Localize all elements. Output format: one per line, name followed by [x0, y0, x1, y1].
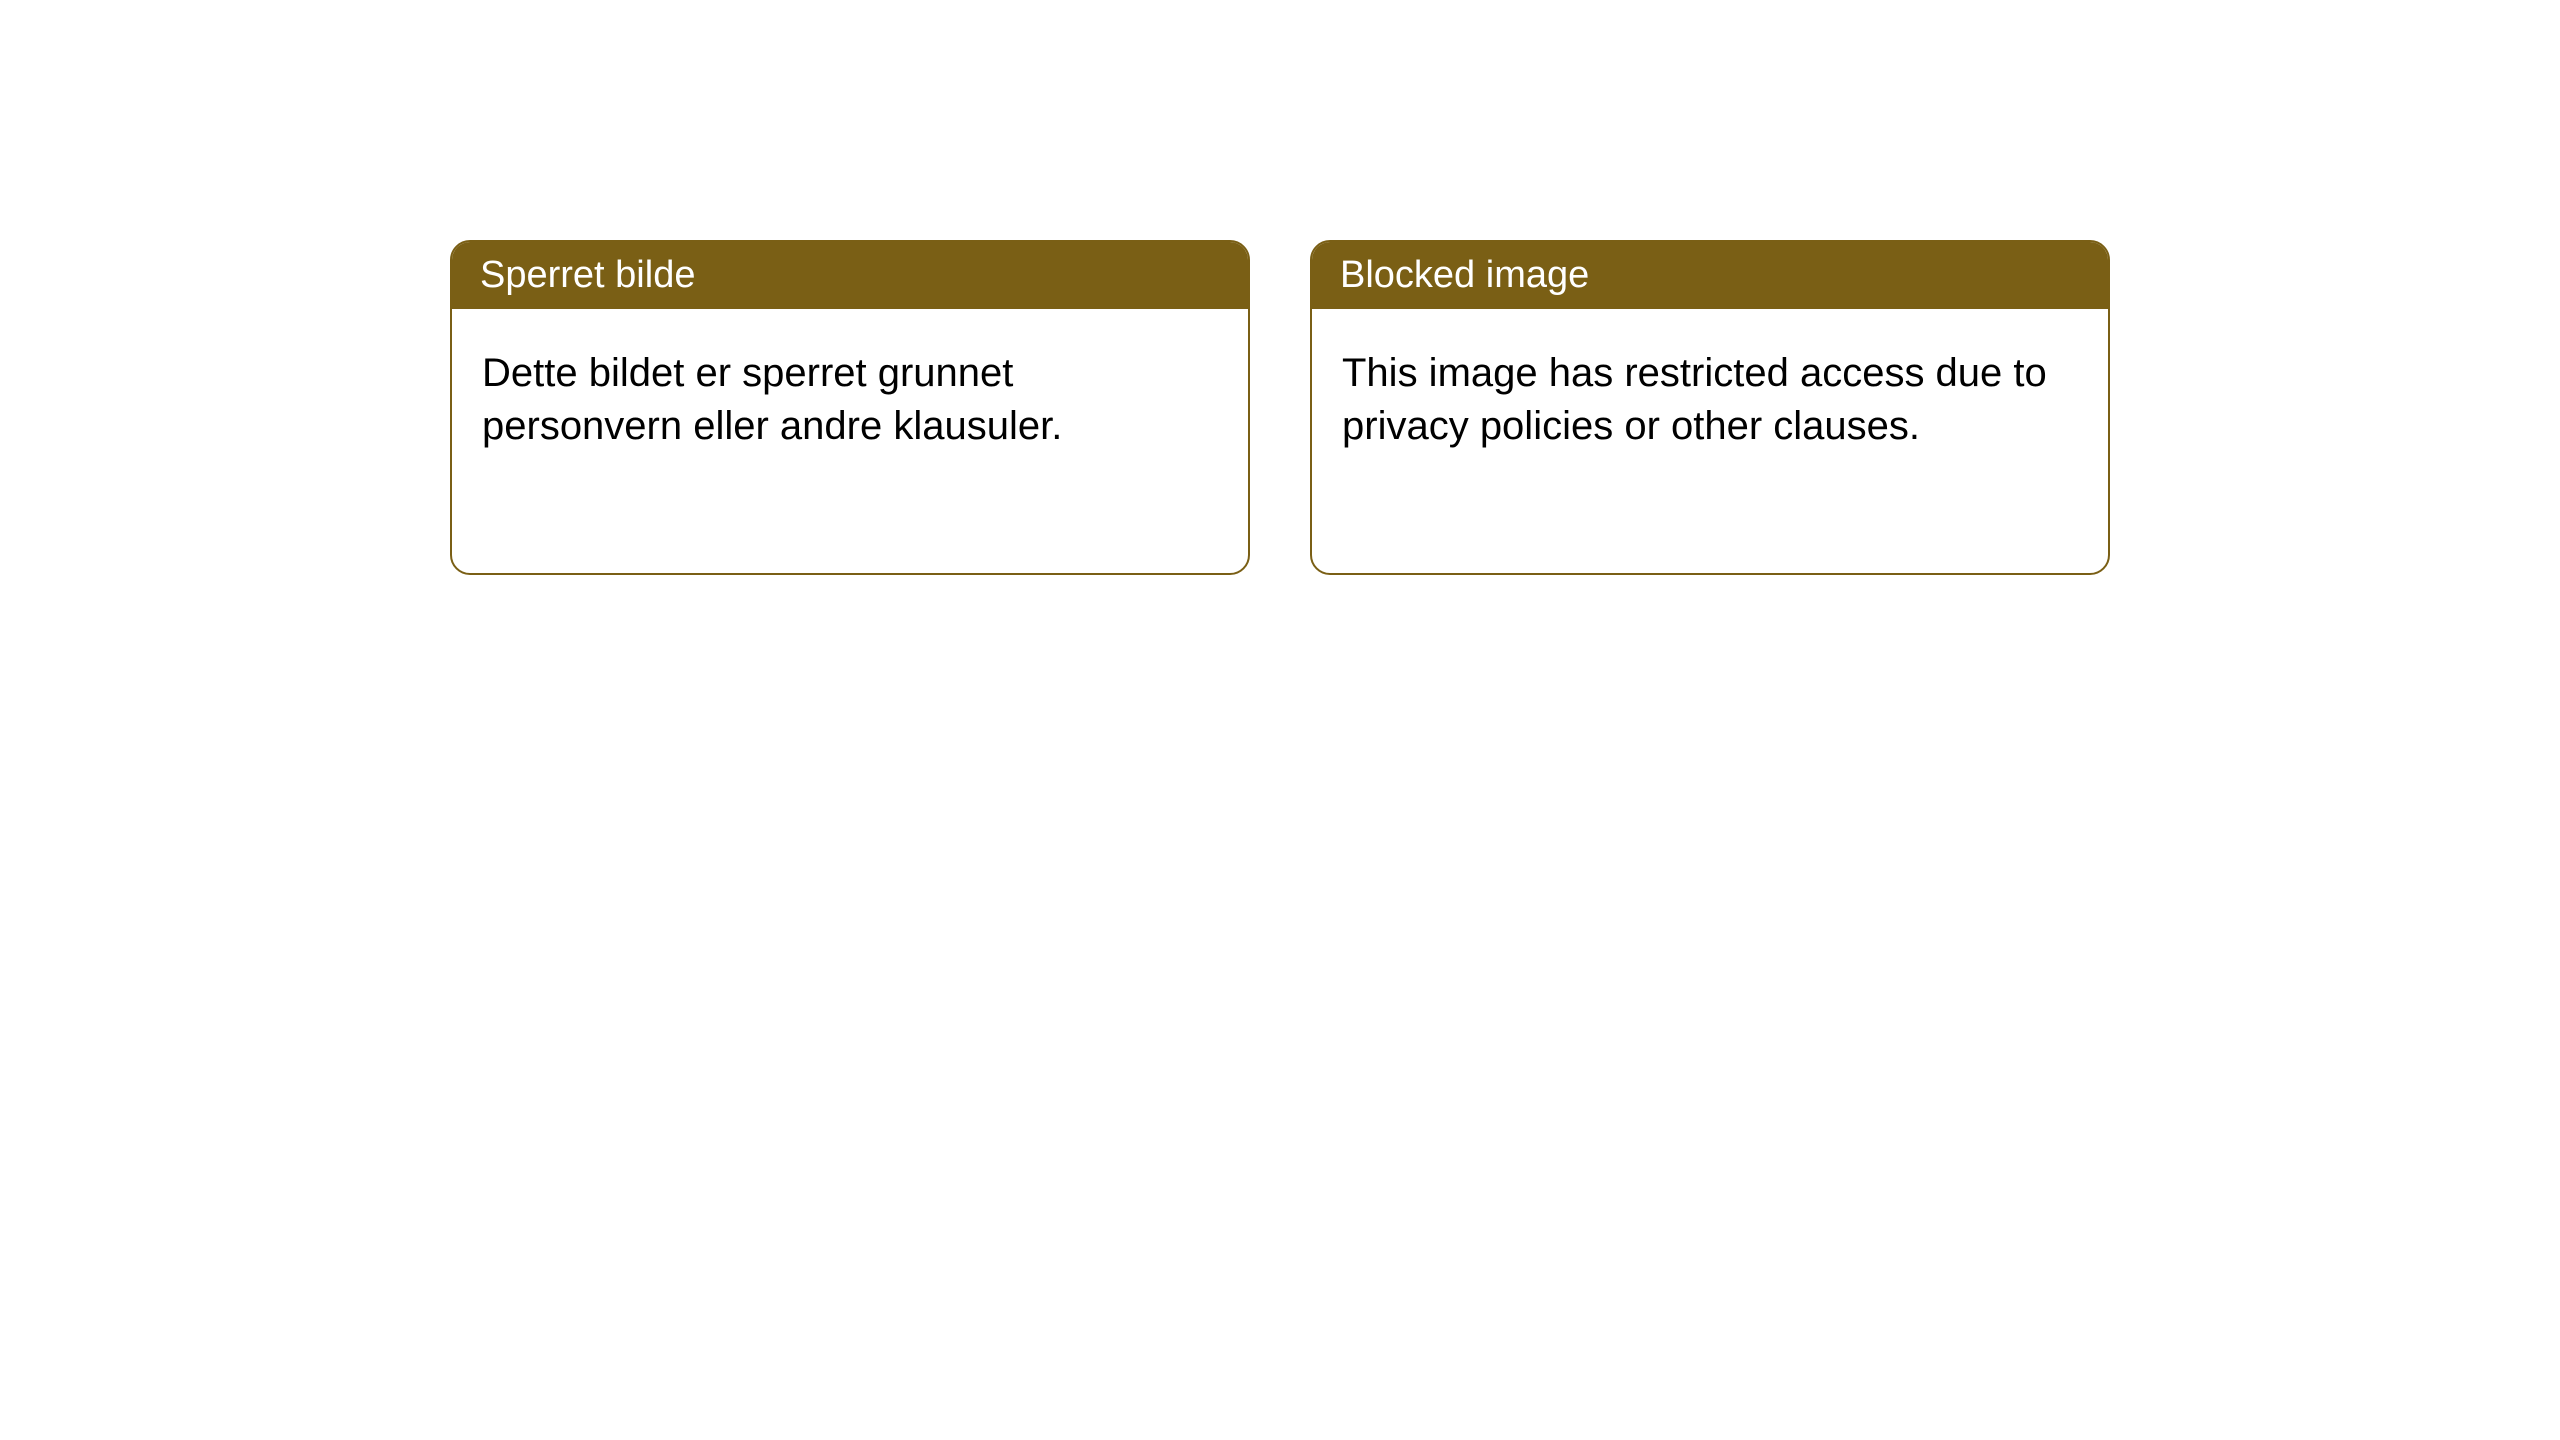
notice-box-norwegian: Sperret bilde Dette bildet er sperret gr… — [450, 240, 1250, 575]
notice-body-english: This image has restricted access due to … — [1312, 309, 2108, 491]
notice-body-text-english: This image has restricted access due to … — [1342, 351, 2047, 448]
notice-title-english: Blocked image — [1340, 254, 1589, 296]
notice-body-text-norwegian: Dette bildet er sperret grunnet personve… — [482, 351, 1062, 448]
notice-container: Sperret bilde Dette bildet er sperret gr… — [450, 240, 2110, 575]
notice-title-norwegian: Sperret bilde — [480, 254, 695, 296]
notice-header-norwegian: Sperret bilde — [452, 242, 1248, 309]
notice-header-english: Blocked image — [1312, 242, 2108, 309]
notice-body-norwegian: Dette bildet er sperret grunnet personve… — [452, 309, 1248, 491]
notice-box-english: Blocked image This image has restricted … — [1310, 240, 2110, 575]
